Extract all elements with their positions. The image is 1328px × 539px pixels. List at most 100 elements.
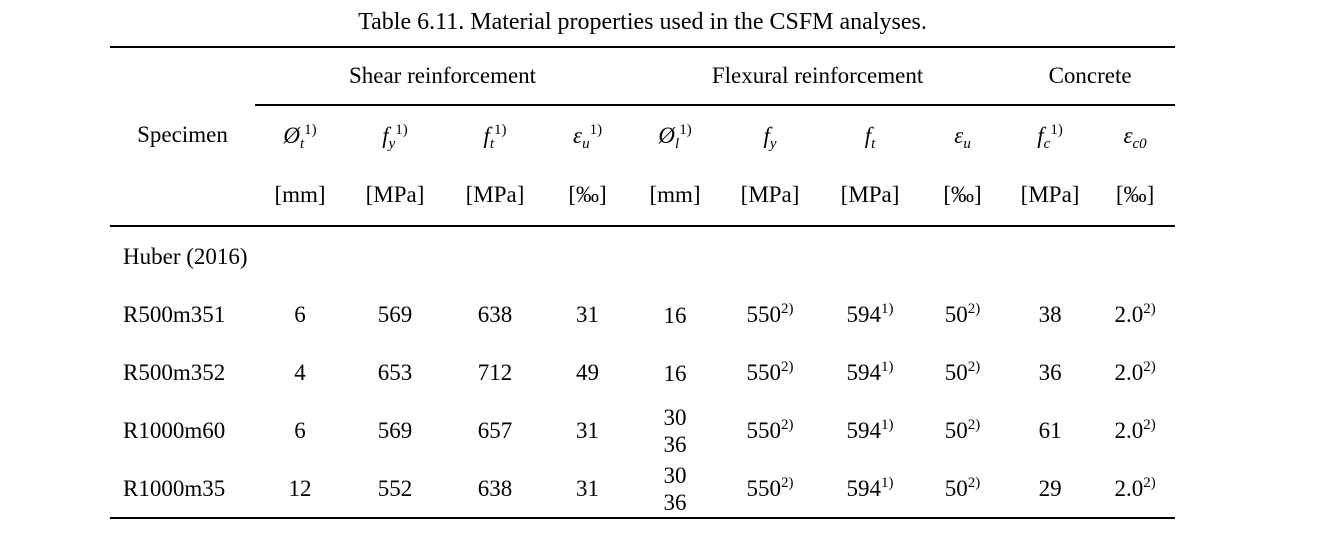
- table-row: R500m352 4 653 712 49 16 5502) 5941) 502…: [110, 344, 1175, 402]
- cell-value: 50: [944, 418, 968, 443]
- cell: 6: [255, 402, 345, 460]
- cell: 2.02): [1095, 344, 1175, 402]
- col-header-dia-t: Øt1): [255, 105, 345, 165]
- unit-cell: [MPa]: [1005, 165, 1096, 227]
- header-symbol: ε: [572, 122, 583, 148]
- cell-superscript: 1): [881, 417, 894, 433]
- cell: 569: [345, 402, 445, 460]
- cell-value: 653: [377, 360, 413, 385]
- cell-superscript: 2): [781, 474, 794, 491]
- cell-superscript: 2): [781, 359, 794, 375]
- cell-superscript: 1): [881, 359, 894, 375]
- cell: 36: [1005, 344, 1095, 402]
- cell-superscript: 2): [1143, 301, 1156, 317]
- cell: 30 36: [630, 402, 720, 460]
- unit-cell: [MPa]: [445, 165, 545, 227]
- cell: 653: [345, 344, 445, 402]
- header-symbol: f: [483, 122, 490, 148]
- unit-cell: [‰]: [1095, 165, 1176, 227]
- cell-value: 550: [746, 360, 782, 385]
- cell: 38: [1005, 286, 1095, 344]
- cell: 31: [545, 402, 630, 460]
- group-header-flexural: Flexural reinforcement: [630, 47, 1006, 106]
- cell-value: 61: [1038, 418, 1062, 443]
- col-header-eu-flex: εu: [920, 105, 1005, 165]
- header-subscript: t: [489, 135, 495, 152]
- unit-cell: [MPa]: [720, 165, 821, 227]
- unit-cell: [‰]: [545, 165, 631, 227]
- cell-value: 569: [377, 302, 413, 327]
- cell-value: 16: [663, 360, 687, 386]
- cell-value: 594: [846, 360, 882, 385]
- cell-value: 31: [576, 418, 600, 443]
- cell: 5941): [820, 286, 920, 344]
- cell-value: 657: [477, 418, 513, 443]
- header-subscript: y: [769, 135, 777, 152]
- cell-value: 2.0: [1114, 475, 1144, 501]
- header-subscript: y: [388, 135, 396, 152]
- table-row: R1000m35 12 552 638 31 30 36 5502) 5941) …: [110, 460, 1175, 518]
- unit-cell: [MPa]: [345, 165, 445, 227]
- header-superscript: 1): [494, 121, 507, 138]
- cell-value: 2.0: [1114, 302, 1144, 327]
- cell: 16: [630, 344, 720, 402]
- group-header-row: Shear reinforcement Flexural reinforceme…: [110, 47, 1176, 106]
- table-row: R500m351 6 569 638 31 16 550 2) 5941) 50 2…: [110, 286, 1175, 344]
- header-subscript: u: [963, 135, 971, 152]
- cell: 657: [445, 402, 545, 460]
- cell-superscript: 2): [781, 417, 794, 433]
- col-header-dia-l: Øl1): [630, 105, 720, 165]
- cell: 5502): [720, 460, 820, 518]
- cell-value: 50: [944, 302, 968, 327]
- cell-second-line: 36: [663, 432, 687, 457]
- cell-value: 712: [477, 360, 513, 385]
- cell: 31: [545, 286, 630, 344]
- cell-value: 550: [746, 302, 782, 327]
- header-symbol: f: [864, 122, 872, 148]
- cell: 552: [345, 460, 445, 518]
- cell: 638: [445, 286, 545, 344]
- header-subscript: u: [582, 135, 590, 152]
- cell-value: 6: [294, 418, 306, 443]
- cell-value: 29: [1038, 475, 1062, 501]
- col-header-ft-flex: ft: [820, 105, 920, 165]
- unit-cell: [MPa]: [820, 165, 921, 227]
- cell-value: 594: [846, 475, 882, 501]
- cell-superscript: 2): [967, 474, 981, 491]
- cell-specimen: R500m351: [123, 302, 226, 327]
- cell-value: 50: [944, 475, 968, 501]
- header-subscript: t: [871, 135, 876, 152]
- cell: 4: [255, 344, 345, 402]
- cell: 61: [1005, 402, 1095, 460]
- cell: 502): [920, 460, 1005, 518]
- header-symbol: ε: [1123, 122, 1133, 148]
- group-header-shear: Shear reinforcement: [255, 47, 631, 106]
- cell-value: 31: [576, 302, 600, 327]
- cell-value: 552: [377, 475, 413, 501]
- cell: 6: [255, 286, 345, 344]
- group-header-spacer: [110, 47, 255, 105]
- cell: 5941): [820, 460, 920, 518]
- material-properties-table: Shear reinforcement Flexural reinforceme…: [110, 46, 1176, 519]
- cell: 638: [445, 460, 545, 518]
- header-superscript: 1): [589, 121, 603, 138]
- cell-superscript: 2): [1143, 417, 1156, 433]
- header-symbol: f: [1037, 122, 1044, 148]
- cell-value: 6: [294, 302, 306, 327]
- cell-value: 30: [663, 462, 687, 488]
- cell-superscript: 2): [967, 417, 981, 433]
- header-subscript: l: [675, 135, 680, 152]
- cell: 2.02): [1095, 286, 1175, 344]
- units-row: [mm] [MPa] [MPa] [‰] [mm] [MPa] [MPa] [‰…: [110, 165, 1176, 227]
- cell: 30 36: [630, 460, 720, 518]
- cell-superscript: 2): [1143, 359, 1156, 375]
- header-subscript: c0: [1132, 135, 1147, 152]
- header-symbol: Ø: [658, 122, 676, 148]
- cell: 5502): [720, 402, 820, 460]
- cell-value: 50: [944, 360, 968, 385]
- section-header-huber: Huber (2016): [123, 243, 248, 269]
- cell-value: 16: [663, 302, 687, 328]
- cell-value: 594: [846, 418, 882, 443]
- header-subscript: t: [299, 135, 305, 152]
